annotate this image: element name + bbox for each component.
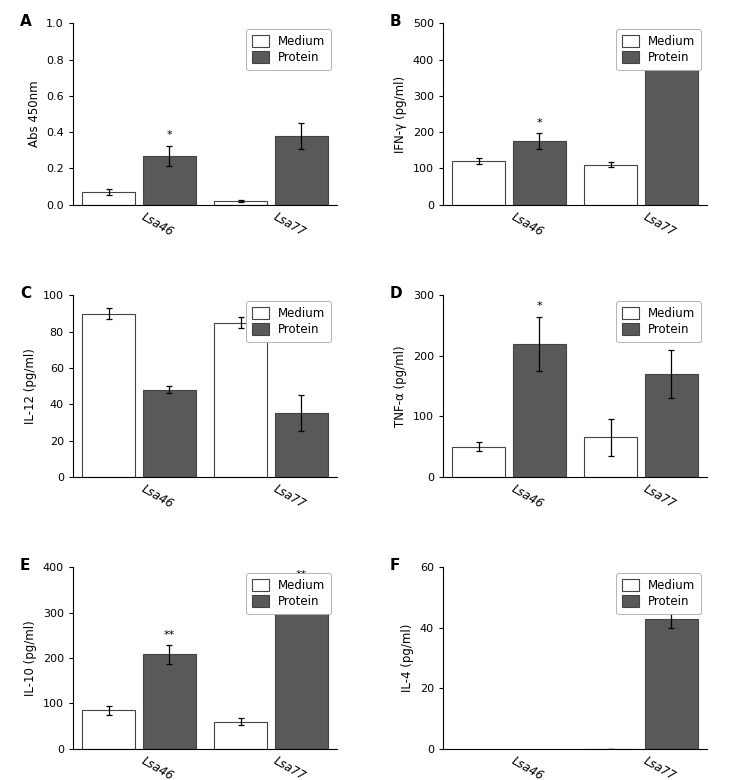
Y-axis label: IL-4 (pg/ml): IL-4 (pg/ml) bbox=[401, 624, 414, 693]
Y-axis label: IFN-γ (pg/ml): IFN-γ (pg/ml) bbox=[394, 76, 408, 153]
Bar bbox=[214, 323, 268, 477]
Y-axis label: IL-12 (pg/ml): IL-12 (pg/ml) bbox=[24, 348, 37, 424]
Legend: Medium, Protein: Medium, Protein bbox=[246, 573, 331, 614]
Text: **: ** bbox=[296, 570, 307, 580]
Text: *: * bbox=[668, 594, 674, 604]
Bar bbox=[143, 156, 195, 204]
Legend: Medium, Protein: Medium, Protein bbox=[616, 30, 701, 70]
Bar bbox=[82, 192, 135, 204]
Text: D: D bbox=[390, 286, 402, 301]
Y-axis label: IL-10 (pg/ml): IL-10 (pg/ml) bbox=[24, 620, 37, 696]
Bar bbox=[275, 136, 328, 204]
Y-axis label: TNF-α (pg/ml): TNF-α (pg/ml) bbox=[394, 346, 408, 427]
Text: *: * bbox=[537, 301, 542, 311]
Text: ****: **** bbox=[660, 41, 682, 51]
Bar bbox=[82, 711, 135, 749]
Legend: Medium, Protein: Medium, Protein bbox=[246, 301, 331, 342]
Bar bbox=[275, 413, 328, 477]
Bar bbox=[143, 390, 195, 477]
Bar bbox=[82, 314, 135, 477]
Bar bbox=[512, 344, 566, 477]
Legend: Medium, Protein: Medium, Protein bbox=[616, 301, 701, 342]
Text: C: C bbox=[20, 286, 31, 301]
Text: *: * bbox=[166, 130, 172, 140]
Text: *: * bbox=[537, 118, 542, 128]
Bar bbox=[214, 201, 268, 204]
Bar bbox=[214, 722, 268, 749]
Text: A: A bbox=[20, 14, 32, 30]
Bar bbox=[275, 592, 328, 749]
Text: E: E bbox=[20, 558, 31, 573]
Bar bbox=[645, 619, 698, 749]
Bar bbox=[645, 374, 698, 477]
Text: **: ** bbox=[163, 630, 175, 640]
Bar bbox=[512, 141, 566, 204]
Text: B: B bbox=[390, 14, 402, 30]
Bar bbox=[645, 62, 698, 204]
Legend: Medium, Protein: Medium, Protein bbox=[616, 573, 701, 614]
Bar bbox=[452, 161, 505, 204]
Text: F: F bbox=[390, 558, 400, 573]
Bar bbox=[585, 165, 637, 204]
Bar bbox=[452, 446, 505, 477]
Y-axis label: Abs 450nm: Abs 450nm bbox=[28, 81, 41, 147]
Bar bbox=[143, 654, 195, 749]
Bar bbox=[585, 438, 637, 477]
Legend: Medium, Protein: Medium, Protein bbox=[246, 30, 331, 70]
